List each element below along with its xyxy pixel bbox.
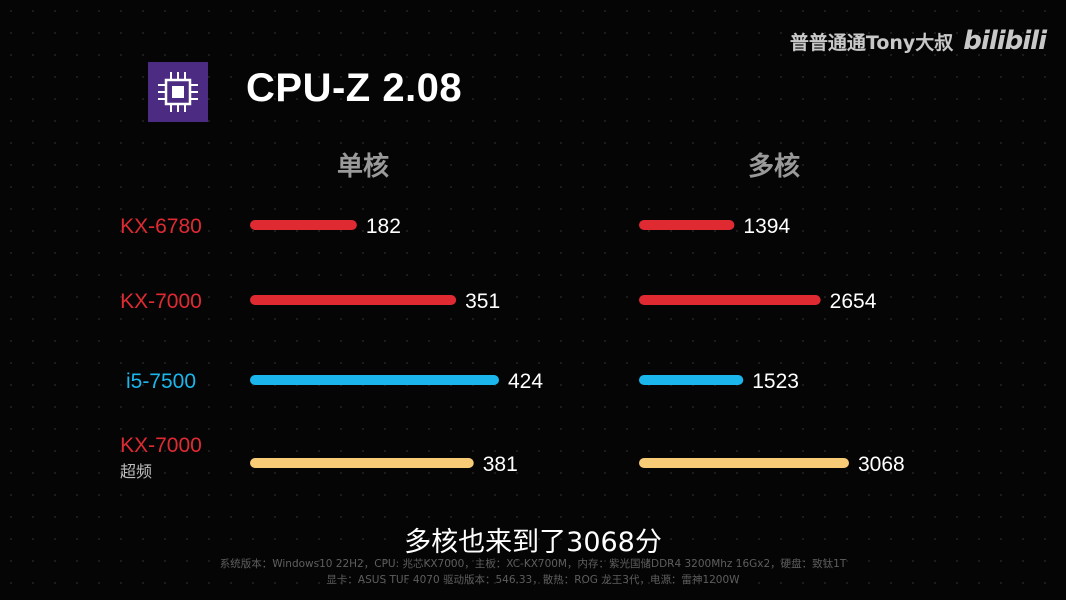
category-label: KX-7000 (120, 434, 202, 457)
channel-name: 普普通通Tony大叔 (789, 31, 954, 54)
category-label: i5-7500 (126, 370, 196, 393)
category-label: KX-7000 (120, 290, 202, 313)
value-label: 3068 (858, 453, 905, 476)
bilibili-logo: bilibili (963, 26, 1047, 56)
value-label: 424 (508, 370, 543, 393)
value-label: 182 (366, 215, 401, 238)
header-single-core: 单核 (337, 152, 390, 182)
spec-line-2: 显卡：ASUS TUF 4070 驱动版本：546.33，散热：ROG 龙王3代… (326, 574, 740, 586)
category-label: KX-6780 (120, 215, 202, 238)
value-label: 351 (465, 290, 500, 313)
value-label: 2654 (830, 290, 877, 313)
chart-title: CPU-Z 2.08 (246, 66, 463, 110)
subtitle-caption: 多核也来到了3068分 (404, 527, 662, 558)
spec-line-1: 系统版本：Windows10 22H2，CPU: 兆芯KX7000，主板：XC-… (219, 558, 847, 570)
cpu-chip-icon (158, 72, 198, 112)
header-multi-core: 多核 (748, 152, 801, 182)
value-label: 1394 (743, 215, 790, 238)
cpu-z-logo (148, 62, 208, 122)
value-label: 1523 (752, 370, 799, 393)
category-sublabel: 超频 (120, 462, 152, 481)
watermark: 普普通通Tony大叔 bilibili (789, 26, 1047, 56)
value-label: 381 (483, 453, 518, 476)
